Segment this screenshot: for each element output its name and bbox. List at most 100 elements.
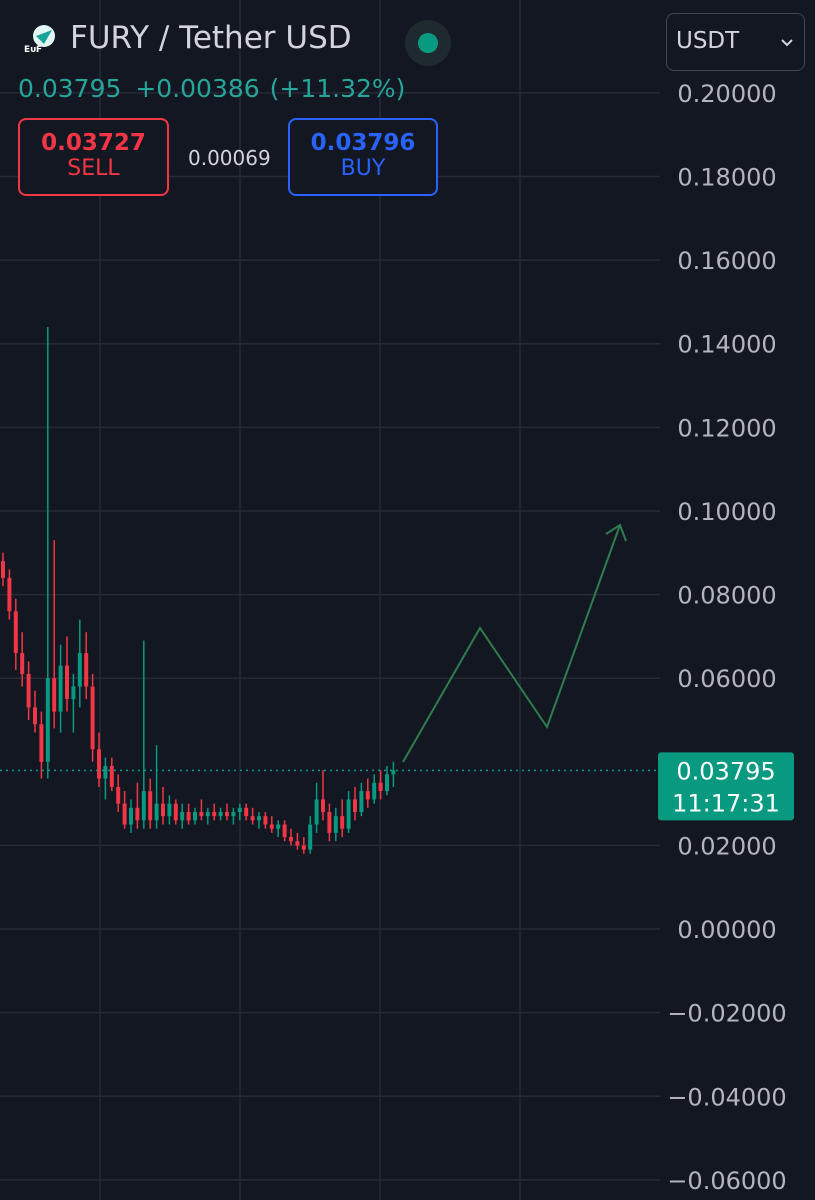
candle-body (333, 816, 338, 833)
buy-price: 0.03796 (310, 130, 416, 156)
spread: 0.00069 (188, 146, 271, 170)
candle-body (276, 824, 281, 829)
candle-body (372, 782, 377, 800)
candle-body (90, 686, 95, 750)
candle-body (257, 816, 261, 821)
candle-body (33, 707, 37, 725)
candle-body (116, 786, 121, 804)
candle-body (13, 611, 18, 654)
last-price: 0.03795 (18, 74, 122, 103)
candle-body (263, 816, 268, 825)
price-tag (658, 752, 794, 821)
symbol-title[interactable]: FURY / Tether USD (70, 20, 352, 56)
candle-body (218, 811, 223, 817)
candle-body (327, 811, 332, 833)
candle-body (109, 765, 114, 787)
buy-button[interactable]: 0.03796 BUY (288, 118, 438, 196)
candle-body (385, 774, 389, 792)
candle-body (295, 841, 300, 846)
candles (1, 326, 396, 854)
candle-body (84, 653, 89, 687)
price-axis: 0.20000 0.18000 0.16000 0.14000 0.12000 0.100… (0, 80, 794, 1195)
candle-body (244, 807, 249, 817)
buy-label: BUY (340, 156, 386, 181)
y-tick-label: −0.06000 (667, 1167, 786, 1195)
currency-dropdown[interactable]: USDT (666, 13, 805, 71)
svg-text:EᴜF: EᴜF (24, 45, 42, 55)
logo-icon: EᴜF (24, 25, 55, 55)
candle-body (225, 811, 229, 817)
y-tick-label: 0.06000 (677, 665, 776, 693)
candle-body (1, 561, 5, 578)
candle-body (193, 811, 197, 821)
drawn-arrow (402, 524, 621, 763)
candle-body (391, 770, 396, 775)
y-tick-label: −0.02000 (667, 1000, 786, 1028)
candle-body (314, 799, 319, 825)
arrow-head (605, 523, 627, 542)
candle-body (359, 791, 364, 812)
grid (0, 92, 660, 1181)
status-indicator (405, 20, 451, 66)
candle-body (289, 837, 293, 842)
candle-body (45, 678, 50, 762)
price-tag-value: 0.03795 (676, 757, 775, 785)
candle-body (154, 803, 159, 821)
candle-body (378, 782, 383, 792)
candle-body (237, 807, 242, 812)
candle-body (365, 791, 370, 800)
candle-body (186, 811, 191, 821)
candle-body (129, 807, 133, 825)
candle-body (173, 803, 178, 821)
candle-body (135, 807, 140, 821)
candle-body (161, 803, 165, 817)
candle-body (39, 724, 44, 762)
candle-body (58, 665, 63, 712)
y-tick-label: 0.00000 (677, 916, 776, 944)
currency: USDT (676, 28, 740, 54)
candle-body (212, 811, 217, 817)
candle-body (353, 799, 357, 812)
y-tick-label: 0.20000 (677, 80, 776, 108)
y-tick-label: 0.12000 (677, 414, 776, 442)
y-tick-label: −0.04000 (667, 1083, 786, 1111)
y-tick-label: 0.08000 (677, 582, 776, 610)
candle-body (77, 653, 82, 687)
candle-body (231, 811, 236, 817)
candle-body (103, 765, 108, 779)
candle-body (205, 811, 210, 817)
y-tick-label: 0.14000 (677, 331, 776, 359)
time-grid (99, 0, 521, 1200)
y-tick-label: 0.18000 (677, 163, 776, 191)
candle-body (282, 824, 287, 838)
candle-body (141, 791, 146, 821)
logo: EᴜF (22, 22, 62, 58)
dropdown-caret (781, 39, 793, 47)
candle-body (250, 816, 255, 821)
candle-body (199, 811, 204, 817)
change: +0.00386 (135, 74, 260, 103)
candle-body (346, 799, 351, 829)
sell-button[interactable]: 0.03727 SELL (18, 118, 169, 196)
status-dot (418, 33, 438, 53)
candle-body (20, 653, 25, 675)
candle-body (301, 845, 306, 850)
countdown: 11:17:31 (672, 789, 780, 817)
candle-body (26, 674, 31, 708)
candle-body (52, 678, 57, 712)
y-tick-label: 0.10000 (677, 498, 776, 526)
candle-body (167, 803, 172, 817)
sell-price: 0.03727 (41, 130, 146, 156)
candle-body (148, 791, 153, 821)
candle-body (65, 665, 69, 700)
y-tick-label: 0.16000 (677, 247, 776, 275)
y-tick-label: 0.02000 (677, 832, 776, 860)
candle-body (71, 686, 76, 700)
candle-body (7, 577, 12, 612)
price-line: 0.03795 +0.00386 (+11.32%) (18, 74, 405, 103)
candle-body (269, 824, 274, 829)
sell-label: SELL (67, 156, 120, 181)
candle-body (321, 799, 325, 812)
